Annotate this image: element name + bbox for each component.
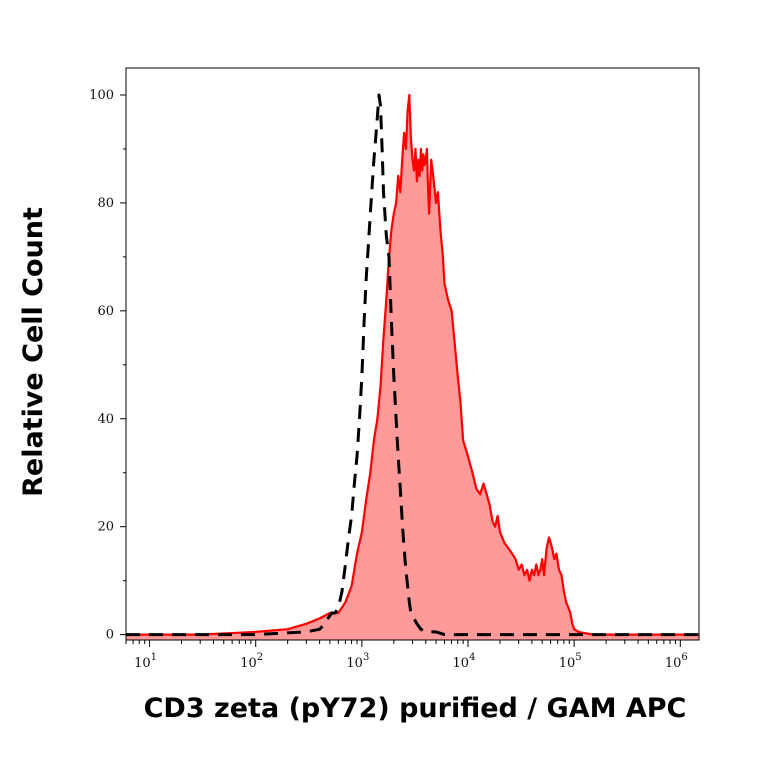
series-line-1	[126, 93, 699, 637]
x-axis-title: CD3 zeta (pY72) purified / GAM APC	[144, 693, 687, 724]
y-tick-label: 80	[97, 196, 114, 211]
y-tick-label: 20	[97, 520, 114, 535]
x-tick-label: 101	[134, 652, 157, 671]
y-axis-title: Relative Cell Count	[18, 207, 49, 497]
x-tick-label: 105	[559, 652, 582, 671]
x-tick-label: 102	[240, 652, 263, 671]
series-line-0	[126, 93, 699, 636]
x-tick-label: 103	[346, 652, 369, 671]
series-fill-0	[126, 95, 699, 640]
y-tick-label: 40	[97, 412, 114, 427]
y-tick-label: 0	[106, 628, 114, 643]
y-tick-label: 100	[89, 88, 114, 103]
x-tick-label: 104	[453, 652, 476, 671]
plot-area	[126, 93, 699, 640]
y-tick-label: 60	[97, 304, 114, 319]
x-tick-label: 106	[665, 652, 688, 671]
axes: 0 20 40 60 80 100 101 102 103 104 105 106	[89, 67, 700, 671]
